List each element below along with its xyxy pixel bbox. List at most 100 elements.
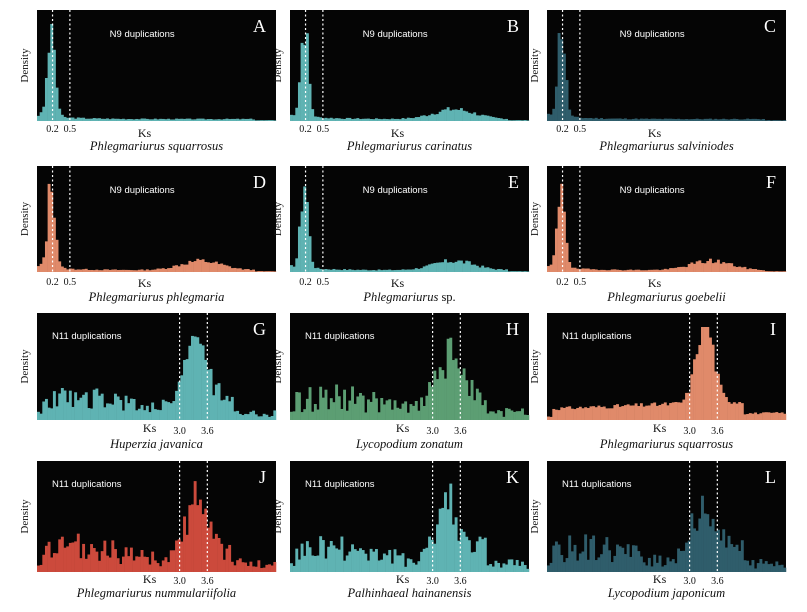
histogram-bar [719, 263, 723, 272]
histogram-bar [441, 507, 445, 572]
histogram-bar [90, 408, 94, 420]
histogram-bar [156, 268, 160, 272]
histogram-bar [228, 544, 232, 572]
histogram-bar [417, 117, 421, 121]
histogram-bar [444, 492, 447, 572]
histogram-bar [52, 49, 56, 121]
histogram-bar [100, 551, 104, 572]
histogram-bar [756, 414, 760, 420]
histogram-bar [290, 114, 293, 121]
histogram-bar [52, 553, 56, 572]
histogram-bar [639, 270, 643, 272]
histogram-bar [677, 118, 681, 121]
histogram-bar [308, 387, 312, 420]
histogram-bar [108, 119, 112, 121]
histogram-bar [457, 368, 461, 420]
histogram-bar [778, 565, 781, 572]
histogram-bar [414, 268, 418, 272]
histogram-bar [380, 398, 384, 420]
histogram-bar [121, 269, 125, 272]
histogram-bar [624, 554, 627, 572]
species-name: Palhinhaeal hainanensis [347, 586, 472, 600]
histogram-bar [393, 270, 397, 272]
histogram-bar [159, 268, 163, 272]
histogram-bar [655, 269, 659, 272]
histogram-bar [778, 271, 781, 272]
histogram-bar [111, 269, 115, 272]
histogram-bar [337, 396, 341, 420]
tick-label: 0.2 [46, 124, 59, 135]
histogram-bars [290, 186, 530, 272]
x-axis-label: Ks [391, 276, 405, 290]
histogram-bar [738, 550, 742, 572]
histogram-bar [92, 389, 96, 420]
histogram-bar [438, 111, 442, 121]
histogram-bar [743, 414, 747, 420]
histogram-bar [225, 118, 229, 121]
histogram-bar [642, 270, 646, 272]
duplication-annotation: N9 duplications [620, 29, 685, 40]
histogram-bar [167, 562, 171, 572]
histogram-bar [222, 264, 226, 272]
histogram-bar [249, 561, 253, 572]
histogram-bar [754, 568, 758, 572]
histogram-bar [526, 271, 530, 272]
histogram-bar [679, 402, 683, 420]
histogram-bar [505, 408, 509, 420]
histogram-bar [666, 557, 670, 572]
histogram-bar [701, 119, 704, 121]
histogram-bars [37, 183, 277, 272]
histogram-bar [268, 416, 271, 420]
plot-area [547, 313, 786, 420]
histogram-bar [79, 269, 83, 272]
histogram-bar [311, 411, 315, 420]
histogram-bar [406, 269, 410, 272]
histogram-bar [751, 560, 755, 572]
histogram-bar [106, 403, 109, 420]
histogram-bar [382, 404, 386, 420]
histogram-bar [124, 269, 128, 272]
histogram-bar [457, 540, 461, 572]
histogram-bar [212, 119, 216, 121]
histogram-bar [188, 345, 192, 420]
histogram-bar [767, 271, 771, 272]
histogram-bar [605, 118, 609, 121]
histogram-bar [308, 547, 312, 572]
tick-label: 3.0 [683, 576, 696, 587]
histogram-bar [565, 406, 569, 420]
histogram-bar [388, 269, 392, 272]
histogram-bar [406, 558, 410, 572]
histogram-bar [74, 541, 78, 572]
histogram-bar [706, 261, 710, 272]
histogram-bar [143, 118, 147, 121]
histogram-bar [412, 118, 416, 121]
histogram-bar [552, 408, 556, 420]
tick-label: 0.2 [299, 277, 312, 288]
histogram-bar [106, 555, 109, 572]
histogram-bar [238, 413, 242, 420]
histogram-bar [60, 536, 64, 572]
histogram-bar [698, 518, 702, 572]
tick-label: 0.5 [574, 277, 587, 288]
histogram-bar [297, 559, 301, 572]
histogram-bar [95, 388, 99, 420]
histogram-bar [137, 119, 141, 121]
histogram-bar [233, 118, 237, 121]
histogram-bar [39, 413, 43, 420]
histogram-bar [671, 559, 675, 572]
histogram-bar [353, 549, 357, 572]
histogram-bar [390, 118, 394, 121]
histogram-bar [369, 270, 373, 272]
histogram-bar [743, 560, 747, 572]
histogram-bar [573, 409, 577, 420]
histogram-bar [114, 269, 117, 272]
histogram-bar [37, 565, 40, 572]
histogram-bar [669, 118, 673, 121]
histogram-bar [467, 540, 471, 572]
histogram-bar [148, 412, 152, 420]
histogram-bar [663, 268, 667, 272]
histogram-bar [63, 267, 67, 272]
histogram-bar [613, 269, 617, 272]
histogram-bar [388, 119, 392, 121]
histogram-bar [252, 410, 256, 420]
